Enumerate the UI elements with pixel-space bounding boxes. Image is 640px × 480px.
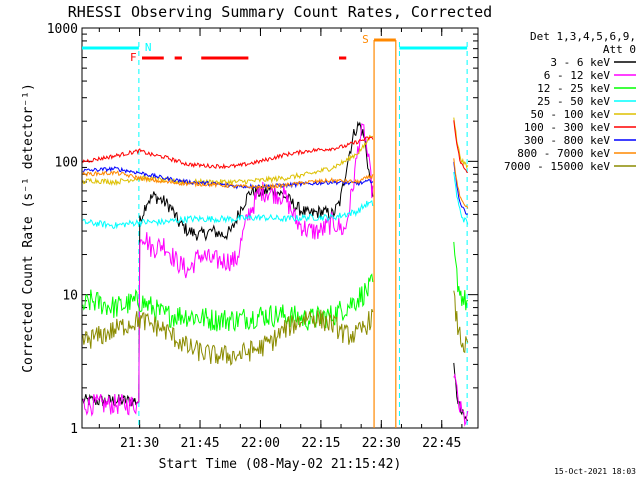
footer-date: 15-Oct-2021 18:03 <box>554 467 636 476</box>
flag-label-S: S <box>362 33 369 46</box>
flag-label-N: N <box>145 41 152 54</box>
legend-entry: 800 - 7000 keV <box>517 147 610 160</box>
y-tick-label: 1000 <box>47 22 78 37</box>
legend-header: Att 0 <box>603 43 636 56</box>
series-line <box>82 166 374 190</box>
series-line-recovery <box>453 241 469 311</box>
legend-entry: 300 - 800 keV <box>524 134 610 147</box>
series-line-recovery <box>453 158 469 209</box>
x-tick-label: 21:30 <box>120 436 159 451</box>
series-6 <box>82 120 468 173</box>
x-tick-label: 22:15 <box>301 436 340 451</box>
series-3 <box>82 241 469 333</box>
series-line <box>82 170 374 191</box>
y-tick-label: 100 <box>55 155 78 170</box>
series-line <box>82 308 374 366</box>
y-tick-label: 1 <box>70 422 78 437</box>
series-8 <box>82 158 469 209</box>
x-tick-label: 22:45 <box>422 436 461 451</box>
chart-title: RHESSI Observing Summary Count Rates, Co… <box>68 3 492 21</box>
x-tick-label: 21:45 <box>180 436 219 451</box>
legend-entry: 50 - 100 keV <box>531 108 611 121</box>
x-tick-label: 22:30 <box>362 436 401 451</box>
flag-bands <box>138 40 468 428</box>
y-tick-label: 10 <box>62 289 78 304</box>
flag-markers: NF S <box>82 33 468 64</box>
x-tick-label: 22:00 <box>241 436 280 451</box>
legend-entry: 25 - 50 keV <box>537 95 610 108</box>
legend-entry: 3 - 6 keV <box>550 56 610 69</box>
series-line-recovery <box>453 290 469 354</box>
x-axis-label: Start Time (08-May-02 21:15:42) <box>159 457 402 472</box>
series-7 <box>82 161 468 215</box>
series-9 <box>82 290 469 366</box>
legend-header: Det 1,3,4,5,6,9, <box>530 30 636 43</box>
series-4 <box>82 171 469 230</box>
legend-entry: 7000 - 15000 keV <box>504 160 610 173</box>
legend-entry: 12 - 25 keV <box>537 82 610 95</box>
series-line <box>82 136 374 170</box>
series-lines <box>82 117 469 427</box>
series-line-recovery <box>453 171 469 225</box>
axis-ticks: 21:30 21:45 22:00 22:15 22:30 22:45 1 10 100 1000 <box>47 22 478 451</box>
series-line-recovery <box>453 120 468 173</box>
legend-entry: 6 - 12 keV <box>544 69 611 82</box>
y-axis-label: Corrected Count Rate (s⁻¹ detector⁻¹) <box>21 83 36 373</box>
series-line-recovery <box>453 161 468 215</box>
series-line-recovery <box>453 373 469 427</box>
series-line <box>82 273 374 333</box>
series-2 <box>82 123 469 427</box>
series-line-recovery <box>453 362 469 421</box>
flag-label-F: F <box>130 51 137 64</box>
plot-frame <box>81 27 479 429</box>
series-line <box>82 199 374 230</box>
series-line <box>82 123 374 417</box>
legend-entry: 100 - 300 keV <box>524 121 610 134</box>
series-line-recovery <box>453 117 469 169</box>
